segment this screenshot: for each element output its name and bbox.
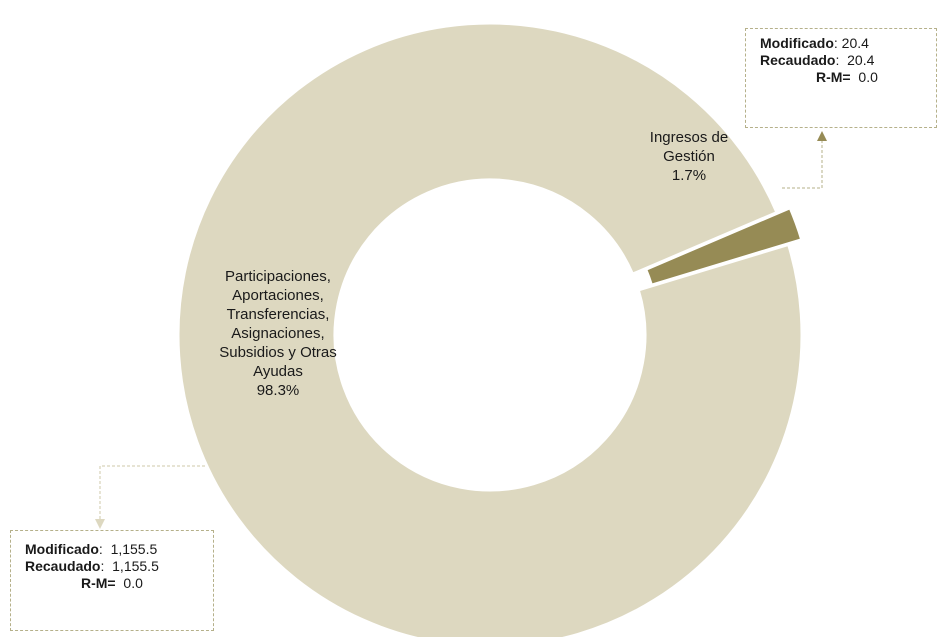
recaudado-label: Recaudado: [760, 52, 836, 68]
rm-label: R-M=: [816, 69, 851, 85]
label-participaciones-line-2: Transferencias,: [227, 306, 330, 323]
rm-value: 0.0: [123, 575, 143, 591]
modificado-label: Modificado: [25, 541, 99, 557]
leader-line-participaciones: [99, 465, 205, 520]
slice-participaciones: [176, 21, 804, 637]
label-ingresos-de-gestion-line-0: Ingresos de: [650, 129, 728, 146]
label-ingresos-de-gestion-line-2: 1.7%: [672, 167, 706, 184]
label-participaciones-line-6: 98.3%: [257, 382, 300, 399]
modificado-label: Modificado: [760, 35, 834, 51]
modificado-value: 20.4: [841, 35, 869, 51]
label-participaciones-line-1: Aportaciones,: [232, 287, 324, 304]
leader-arrow-participaciones: [95, 519, 105, 529]
modificado-value: 1,155.5: [110, 541, 158, 557]
callout-participaciones: Modificado: 1,155.5 Recaudado: 1,155.5 R…: [10, 530, 214, 631]
label-participaciones-line-0: Participaciones,: [225, 268, 331, 285]
recaudado-label: Recaudado: [25, 558, 101, 574]
label-participaciones-line-5: Ayudas: [253, 363, 303, 380]
leader-arrow-ingresos: [817, 131, 827, 141]
label-participaciones-line-4: Subsidios y Otras: [219, 344, 337, 361]
leader-line-ingresos: [782, 140, 823, 189]
label-participaciones: Participaciones, Aportaciones, Transferenc…: [219, 268, 337, 399]
rm-value: 0.0: [858, 69, 878, 85]
rm-label: R-M=: [81, 575, 116, 591]
label-ingresos-de-gestion: Ingresos de Gestión 1.7%: [650, 129, 728, 184]
callout-ingresos-de-gestion: Modificado: 20.4 Recaudado: 20.4 R-M= 0.…: [745, 28, 937, 128]
recaudado-value: 1,155.5: [112, 558, 159, 574]
label-ingresos-de-gestion-line-1: Gestión: [663, 148, 715, 165]
label-participaciones-line-3: Asignaciones,: [231, 325, 324, 342]
recaudado-value: 20.4: [847, 52, 875, 68]
